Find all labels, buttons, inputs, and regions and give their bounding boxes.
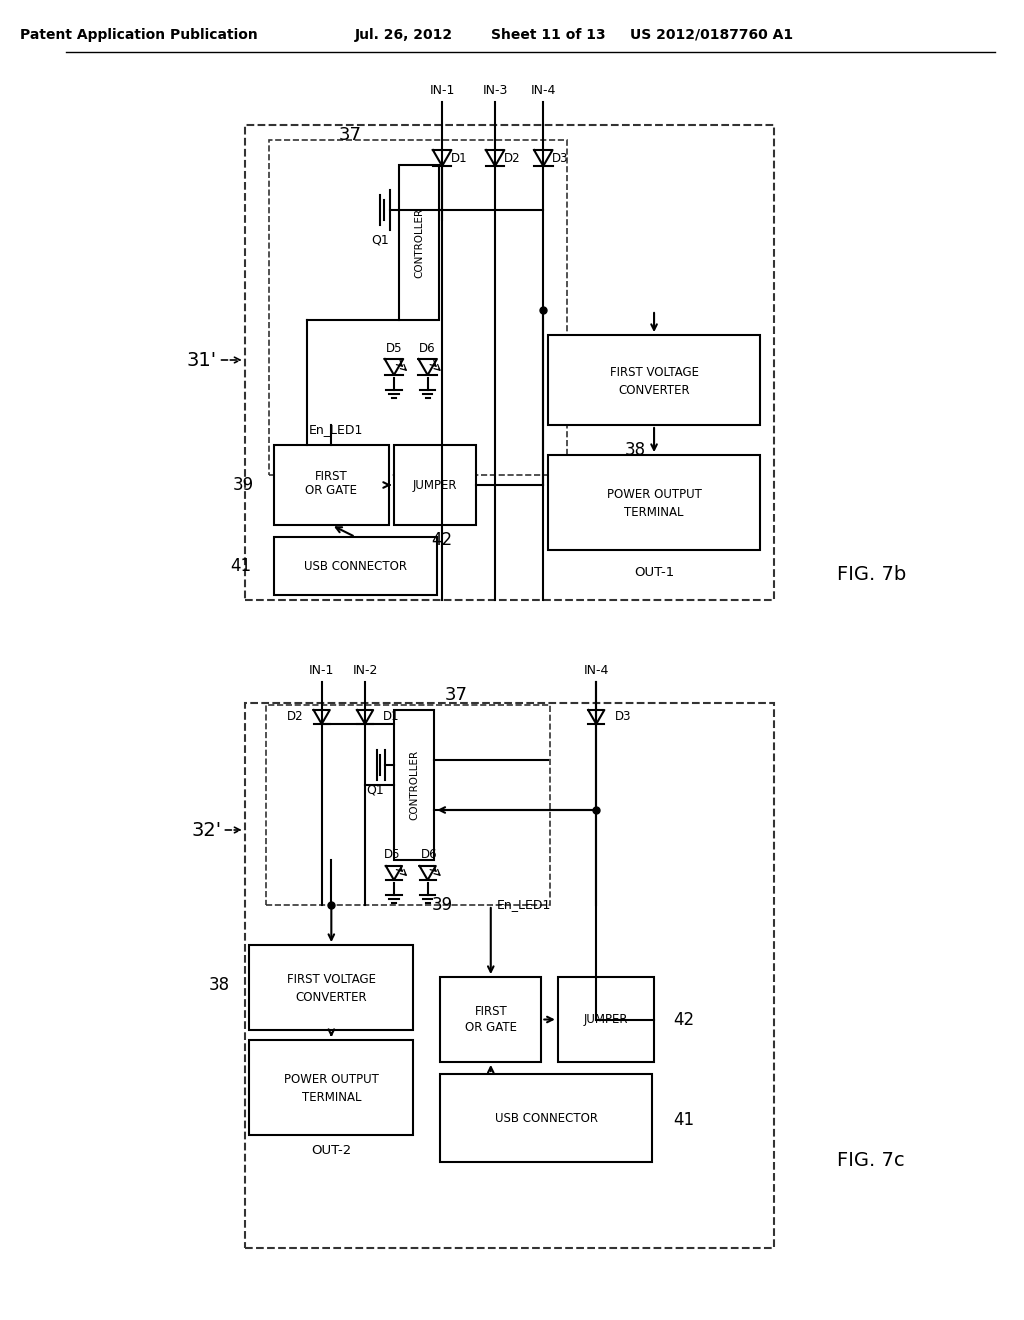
Text: En_LED1: En_LED1 [497, 899, 551, 912]
Text: 42: 42 [431, 531, 453, 549]
Bar [250, 945, 414, 1030]
Text: 37: 37 [445, 686, 468, 704]
Text: USB CONNECTOR: USB CONNECTOR [495, 1111, 598, 1125]
Text: CONTROLLER: CONTROLLER [410, 750, 419, 820]
Text: CONVERTER: CONVERTER [296, 991, 368, 1005]
Text: FIG. 7b: FIG. 7b [837, 565, 906, 585]
Text: 38: 38 [209, 975, 230, 994]
Text: FIG. 7c: FIG. 7c [837, 1151, 905, 1170]
Text: 37: 37 [339, 125, 362, 144]
Text: 39: 39 [431, 896, 453, 913]
Text: POWER OUTPUT: POWER OUTPUT [284, 1073, 379, 1086]
Bar [266, 705, 550, 906]
Text: En_LED1: En_LED1 [309, 424, 364, 437]
Text: Patent Application Publication: Patent Application Publication [19, 28, 257, 42]
Text: 42: 42 [674, 1011, 694, 1030]
Bar [558, 977, 654, 1063]
Text: D3: D3 [552, 152, 568, 165]
Text: FIRST: FIRST [315, 470, 348, 483]
Text: Q1: Q1 [372, 234, 389, 247]
Text: TERMINAL: TERMINAL [302, 1092, 361, 1104]
Text: OUT-2: OUT-2 [311, 1143, 351, 1156]
Text: D6: D6 [421, 847, 438, 861]
Text: OUT-1: OUT-1 [634, 565, 674, 578]
Text: D6: D6 [420, 342, 436, 355]
Text: US 2012/0187760 A1: US 2012/0187760 A1 [631, 28, 794, 42]
Text: OR GATE: OR GATE [465, 1020, 517, 1034]
Text: TERMINAL: TERMINAL [625, 506, 684, 519]
Text: D2: D2 [504, 152, 520, 165]
Text: Sheet 11 of 13: Sheet 11 of 13 [490, 28, 605, 42]
Bar [398, 165, 439, 319]
Text: IN-2: IN-2 [352, 664, 378, 676]
Text: CONTROLLER: CONTROLLER [414, 207, 424, 277]
Text: IN-1: IN-1 [429, 83, 455, 96]
Text: FIRST: FIRST [474, 1005, 507, 1018]
Bar [394, 445, 476, 525]
Text: Jul. 26, 2012: Jul. 26, 2012 [354, 28, 453, 42]
Text: IN-4: IN-4 [530, 83, 556, 96]
Text: JUMPER: JUMPER [413, 479, 457, 491]
Text: IN-1: IN-1 [309, 664, 335, 676]
Text: CONVERTER: CONVERTER [618, 384, 690, 396]
Text: D2: D2 [287, 710, 303, 723]
Text: FIRST VOLTAGE: FIRST VOLTAGE [287, 973, 376, 986]
Text: POWER OUTPUT: POWER OUTPUT [606, 488, 701, 502]
Text: D5: D5 [386, 342, 402, 355]
Bar [273, 537, 437, 595]
Text: IN-4: IN-4 [584, 664, 609, 676]
Bar [440, 1074, 652, 1162]
Bar [273, 445, 389, 525]
Bar [548, 335, 760, 425]
Bar [394, 710, 434, 861]
Bar [268, 140, 567, 475]
Bar [548, 455, 760, 550]
Text: 32': 32' [191, 821, 221, 840]
Text: FIRST VOLTAGE: FIRST VOLTAGE [609, 366, 698, 379]
Text: 31': 31' [186, 351, 216, 370]
Text: D1: D1 [451, 152, 467, 165]
Text: D3: D3 [614, 710, 631, 723]
Text: 39: 39 [233, 477, 254, 494]
Text: OR GATE: OR GATE [305, 483, 357, 496]
Text: 41: 41 [674, 1111, 694, 1129]
Text: Q1: Q1 [367, 784, 384, 796]
Text: 41: 41 [230, 557, 251, 576]
Bar [245, 125, 774, 601]
Text: D5: D5 [384, 847, 400, 861]
Text: D1: D1 [383, 710, 400, 723]
Bar [245, 704, 774, 1247]
Text: JUMPER: JUMPER [584, 1012, 628, 1026]
Text: IN-3: IN-3 [482, 83, 508, 96]
Bar [440, 977, 542, 1063]
Text: 38: 38 [625, 441, 645, 459]
Text: USB CONNECTOR: USB CONNECTOR [304, 560, 407, 573]
Bar [250, 1040, 414, 1135]
